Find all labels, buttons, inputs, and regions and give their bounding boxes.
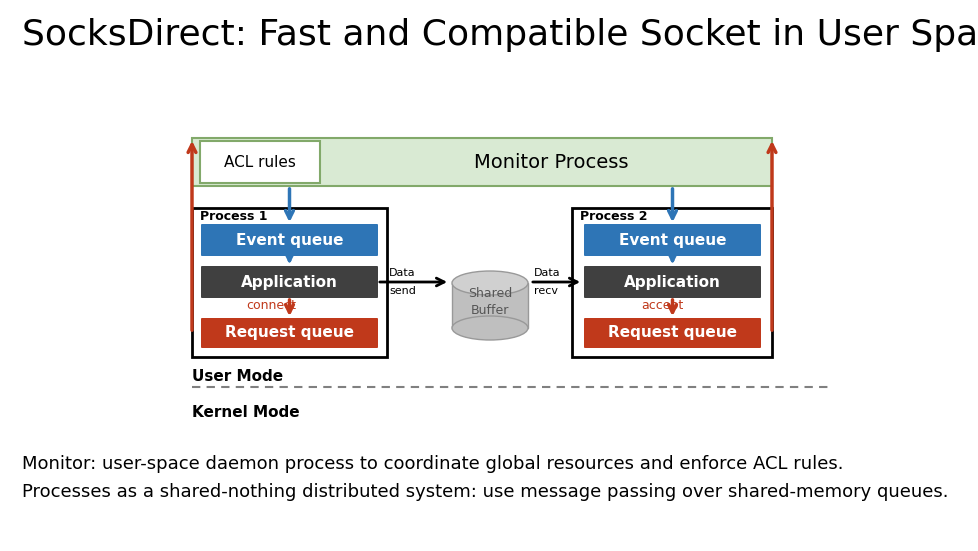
Text: Event queue: Event queue (618, 233, 726, 247)
Bar (452, 283, 527, 328)
Text: Event queue: Event queue (236, 233, 343, 247)
FancyBboxPatch shape (192, 138, 772, 186)
Text: Data: Data (533, 268, 560, 278)
Text: Application: Application (623, 274, 720, 289)
FancyBboxPatch shape (200, 141, 320, 183)
FancyBboxPatch shape (584, 266, 760, 298)
Text: ACL rules: ACL rules (224, 154, 295, 170)
Text: send: send (388, 286, 416, 296)
Text: Process 1: Process 1 (200, 210, 267, 223)
Text: User Mode: User Mode (192, 369, 283, 384)
Ellipse shape (452, 316, 527, 340)
FancyBboxPatch shape (571, 208, 772, 357)
Text: Monitor: user-space daemon process to coordinate global resources and enforce AC: Monitor: user-space daemon process to co… (22, 455, 948, 501)
Text: Kernel Mode: Kernel Mode (192, 405, 299, 420)
FancyBboxPatch shape (200, 224, 378, 256)
Text: Shared
Buffer: Shared Buffer (467, 287, 511, 316)
Text: SocksDirect: Fast and Compatible Socket in User Space: SocksDirect: Fast and Compatible Socket … (22, 18, 978, 52)
Text: accept: accept (641, 299, 683, 312)
FancyBboxPatch shape (200, 318, 378, 348)
FancyBboxPatch shape (584, 318, 760, 348)
Text: recv: recv (533, 286, 557, 296)
FancyBboxPatch shape (584, 224, 760, 256)
Text: Monitor Process: Monitor Process (474, 153, 628, 171)
Text: Process 2: Process 2 (579, 210, 646, 223)
FancyBboxPatch shape (200, 266, 378, 298)
FancyBboxPatch shape (192, 208, 386, 357)
Text: Request queue: Request queue (225, 326, 354, 341)
Text: Data: Data (388, 268, 416, 278)
Text: connect: connect (246, 299, 296, 312)
Ellipse shape (452, 271, 527, 295)
Text: Application: Application (241, 274, 337, 289)
Text: Request queue: Request queue (607, 326, 736, 341)
